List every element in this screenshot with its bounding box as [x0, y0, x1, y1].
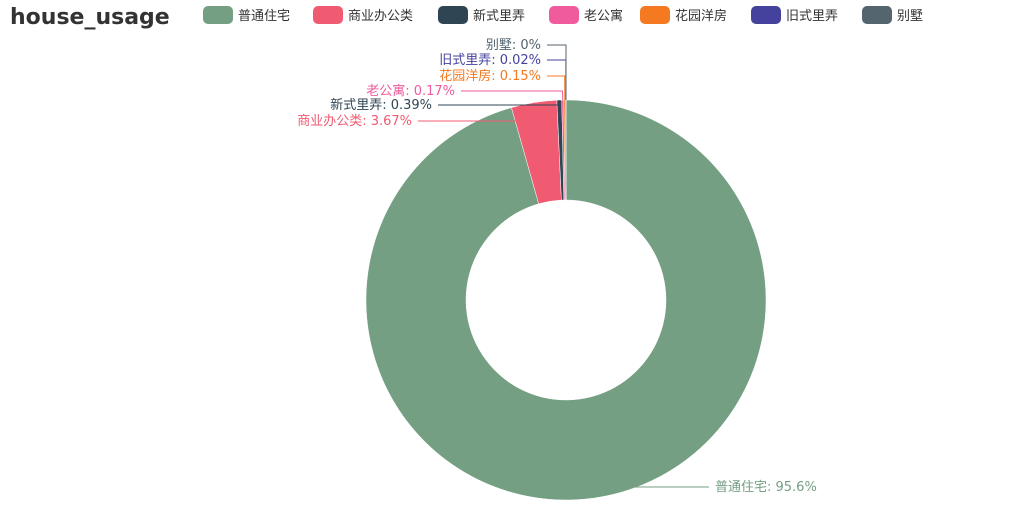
- slice-label: 老公寓: 0.17%: [366, 83, 455, 99]
- label-leader-line: [547, 44, 567, 100]
- label-leader-line: [547, 75, 566, 101]
- legend-label: 商业办公类: [348, 9, 413, 24]
- label-leader-line: [418, 102, 535, 122]
- legend-label: 别墅: [897, 9, 923, 24]
- legend-swatch: [862, 6, 892, 24]
- chart-title: house_usage: [10, 5, 170, 30]
- legend-item[interactable]: 普通住宅: [203, 6, 290, 24]
- pie-slice[interactable]: [365, 99, 767, 501]
- legend-label: 旧式里弄: [786, 9, 838, 24]
- legend-label: 新式里弄: [473, 8, 525, 24]
- legend-label: 花园洋房: [675, 8, 727, 24]
- legend-label: 老公寓: [584, 8, 623, 24]
- slice-label: 普通住宅: 95.6%: [715, 480, 817, 495]
- slice-label: 新式里弄: 0.39%: [330, 97, 432, 113]
- legend-swatch: [640, 6, 670, 24]
- label-leader-line: [593, 486, 709, 499]
- legend-swatch: [203, 6, 233, 24]
- legend-swatch: [549, 6, 579, 24]
- legend-item[interactable]: 商业办公类: [313, 6, 413, 24]
- slice-label: 旧式里弄: 0.02%: [439, 53, 541, 68]
- slice-label: 商业办公类: 3.67%: [297, 114, 412, 129]
- legend-item[interactable]: 老公寓: [549, 6, 623, 24]
- legend: 普通住宅 商业办公类 新式里弄 老公寓 花园洋房 旧式里弄 别墅: [203, 6, 923, 24]
- label-leader-line: [461, 90, 564, 101]
- legend-item[interactable]: 新式里弄: [438, 6, 525, 24]
- legend-swatch: [313, 6, 343, 24]
- legend-item[interactable]: 旧式里弄: [751, 6, 838, 24]
- label-leader-line: [438, 100, 560, 106]
- legend-item[interactable]: 花园洋房: [640, 6, 727, 24]
- legend-label: 普通住宅: [238, 9, 290, 24]
- slice-label: 花园洋房: 0.15%: [439, 68, 541, 84]
- slice-label: 别墅: 0%: [486, 38, 541, 53]
- legend-item[interactable]: 别墅: [862, 6, 923, 24]
- pie-slices: [365, 99, 767, 501]
- legend-swatch: [438, 6, 468, 24]
- legend-swatch: [751, 6, 781, 24]
- slice-labels: 普通住宅: 95.6% 商业办公类: 3.67%新式里弄: 0.39%老公寓: 0…: [297, 38, 817, 499]
